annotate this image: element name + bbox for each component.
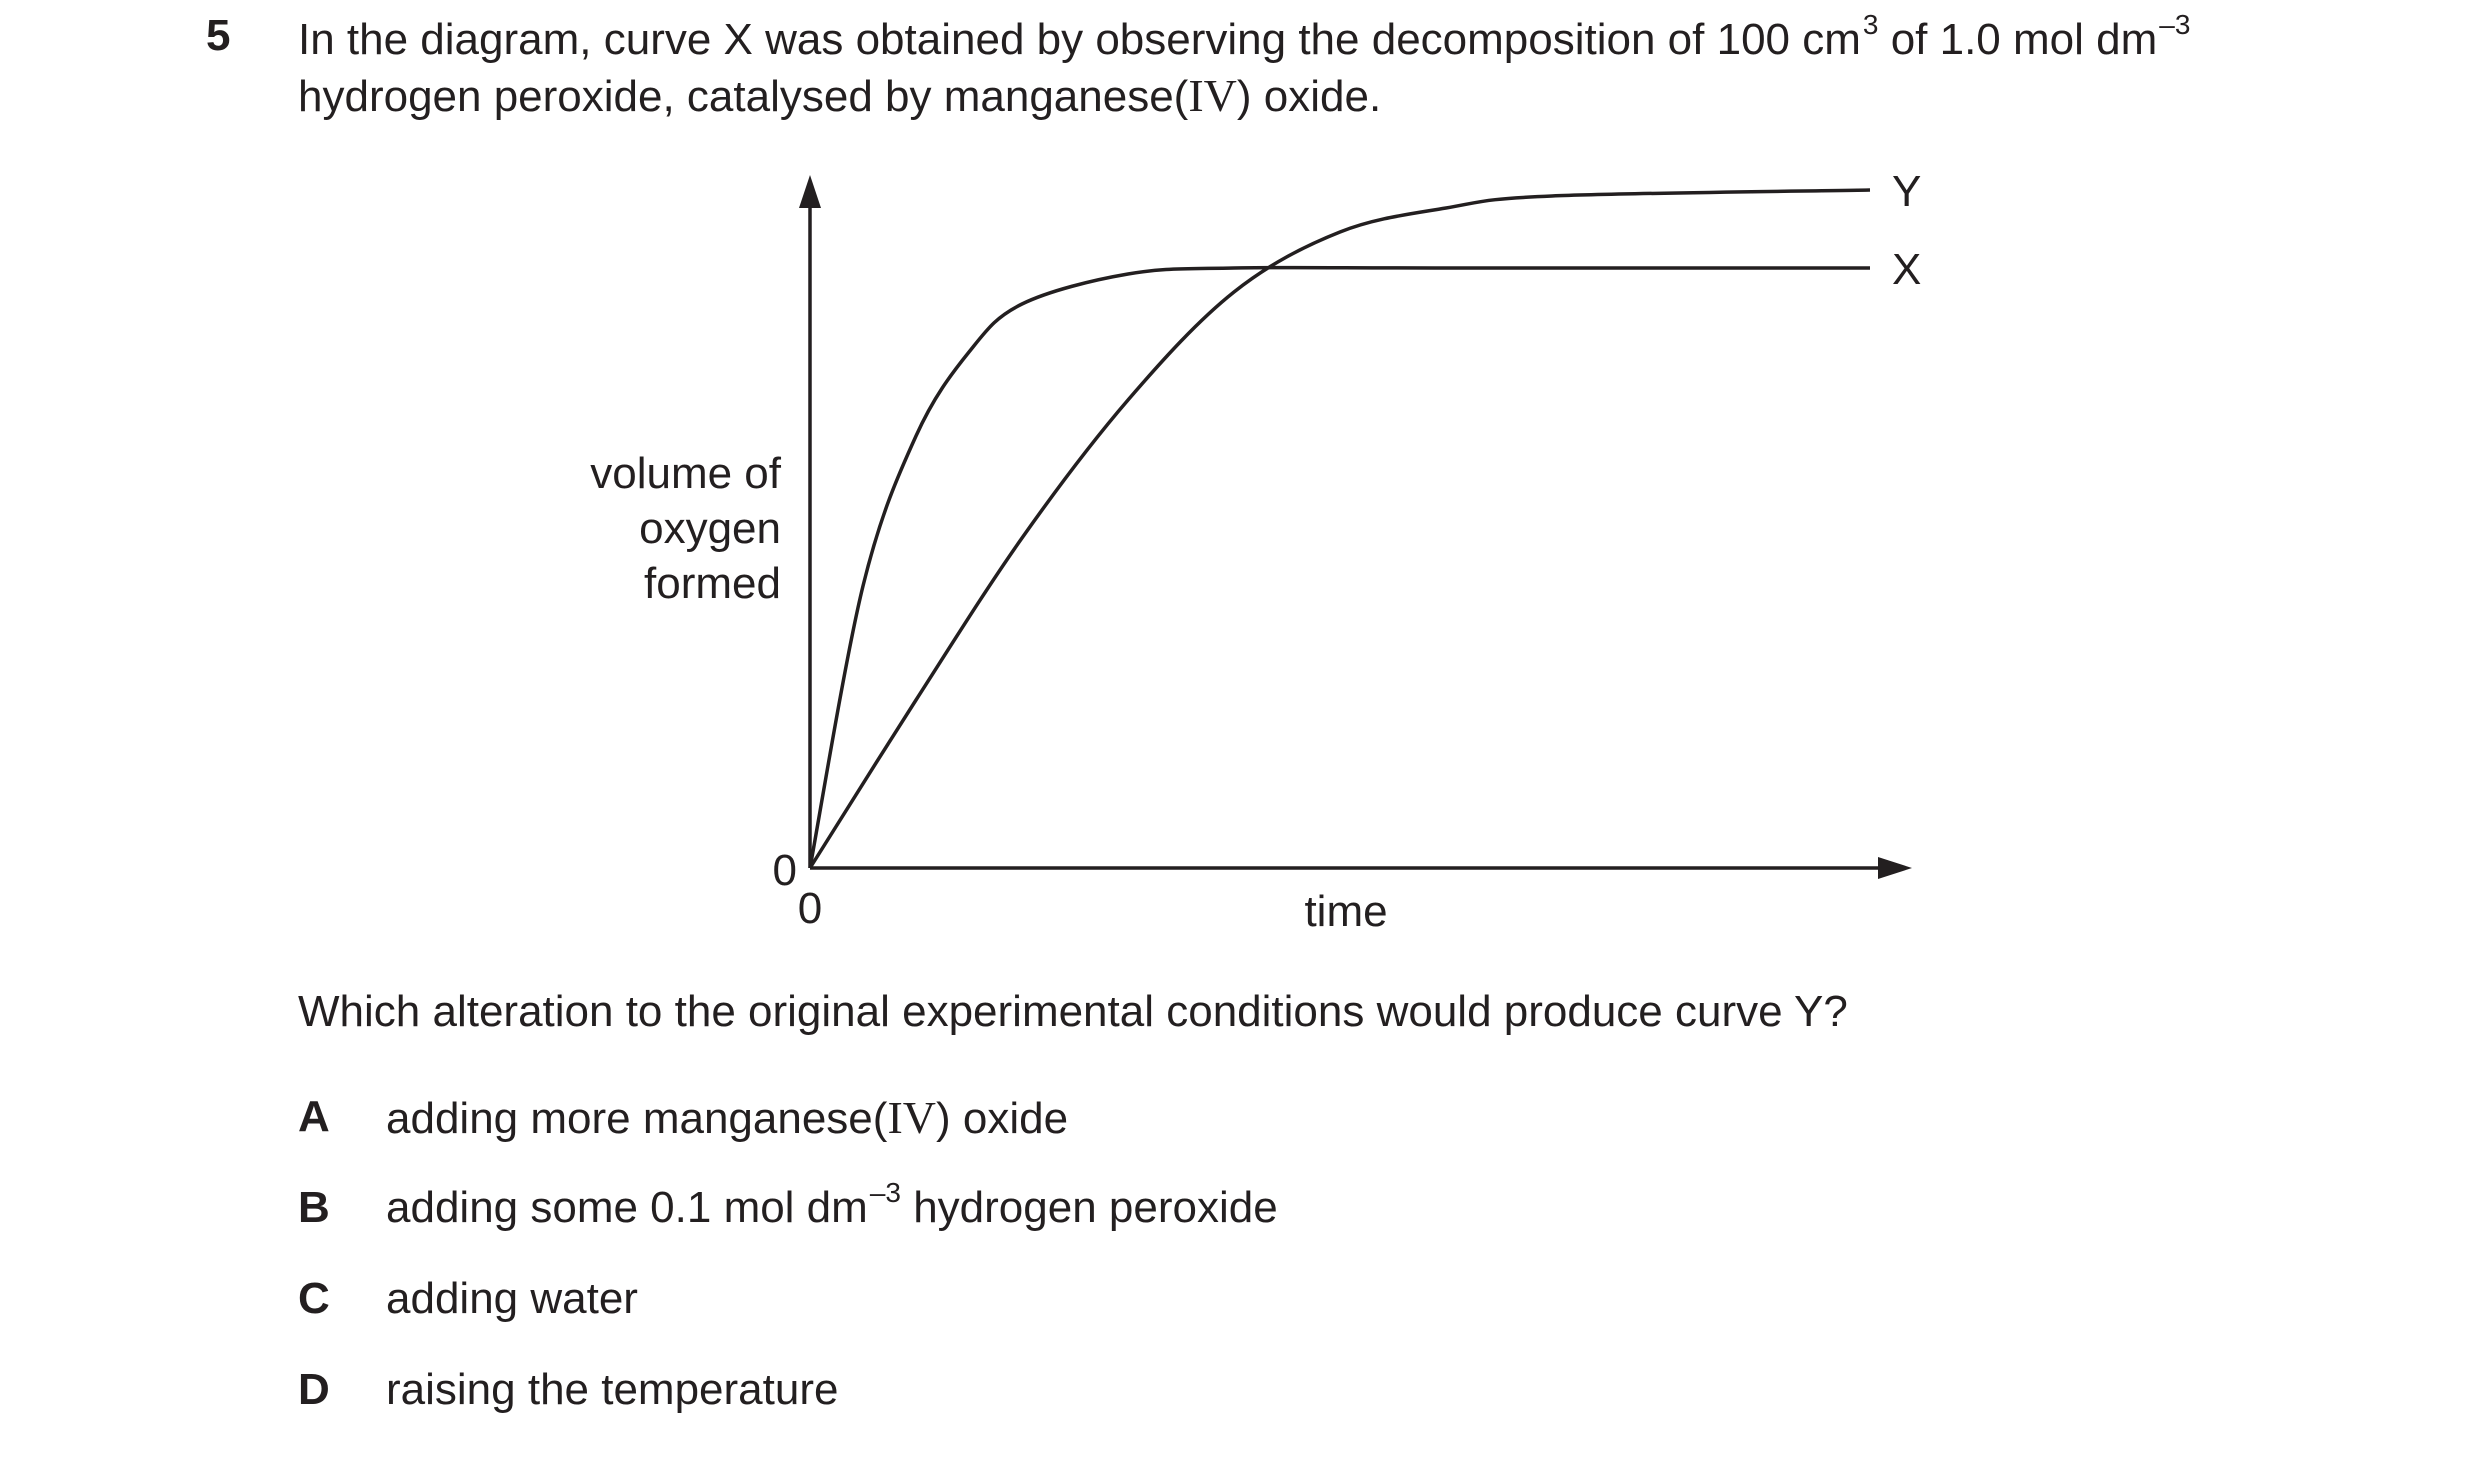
- stem-line-1: In the diagram, curve X was obtained by …: [298, 9, 2428, 68]
- question-stem: In the diagram, curve X was obtained by …: [298, 9, 2428, 125]
- y-axis-arrowhead: [799, 175, 821, 208]
- graph-axes: [799, 175, 1912, 879]
- stem-line-2: hydrogen peroxide, catalysed by manganes…: [298, 68, 2428, 125]
- option-b-letter: B: [298, 1183, 330, 1232]
- option-c-letter: C: [298, 1274, 330, 1323]
- option-a-letter: A: [298, 1092, 330, 1141]
- question-number: 5: [206, 11, 231, 60]
- stem-text-b: of 1.0 mol dm: [1878, 15, 2158, 64]
- x-axis-arrowhead: [1878, 857, 1912, 879]
- curve-x: [808, 265, 1870, 869]
- option-d-text: raising the temperature: [386, 1365, 839, 1414]
- option-a-text: adding more manganese(IV) oxide: [386, 1095, 1068, 1141]
- stem-text-a: In the diagram, curve X was obtained by …: [298, 15, 1861, 64]
- option-b-text-part2: hydrogen peroxide: [900, 1183, 1278, 1232]
- series-label-layer: XY: [1892, 167, 1921, 294]
- option-b-text: adding some 0.1 mol dm–3 hydrogen peroxi…: [386, 1179, 1278, 1232]
- option-b-text-part1: adding some 0.1 mol dm: [386, 1183, 868, 1232]
- x-axis-label: time: [1304, 887, 1387, 936]
- y-axis-label-line-2: oxygen: [639, 504, 781, 553]
- curve-x-label: X: [1892, 245, 1921, 294]
- option-a-text-part1: adding more manganese(: [386, 1094, 888, 1143]
- curve-y: [808, 188, 1871, 869]
- stem-text-d: ) oxide.: [1236, 72, 1382, 121]
- y-origin-label: 0: [773, 846, 797, 895]
- y-axis-label-line-3: formed: [644, 559, 781, 608]
- stem-text-c: hydrogen peroxide, catalysed by manganes…: [298, 72, 1189, 121]
- x-origin-label: 0: [798, 884, 822, 933]
- stem-superscript-dm3: –3: [2159, 9, 2191, 40]
- option-a-roman-numeral: IV: [887, 1092, 936, 1143]
- oxygen-volume-graph: 0 0 time volume of oxygen formed XY: [590, 167, 1921, 936]
- y-axis-label-line-1: volume of: [590, 449, 782, 498]
- option-c-text: adding water: [386, 1274, 638, 1323]
- curve-y-label: Y: [1892, 167, 1921, 216]
- axis-labels: 0 0 time volume of oxygen formed: [590, 449, 1387, 936]
- option-d-letter: D: [298, 1365, 330, 1414]
- question-prompt: Which alteration to the original experim…: [298, 987, 1848, 1036]
- option-a-text-part2: ) oxide: [935, 1094, 1069, 1143]
- option-b-superscript: –3: [869, 1177, 901, 1208]
- series-layer: [808, 188, 1871, 869]
- stem-superscript-cm3: 3: [1862, 9, 1879, 40]
- stem-roman-numeral: IV: [1188, 70, 1237, 121]
